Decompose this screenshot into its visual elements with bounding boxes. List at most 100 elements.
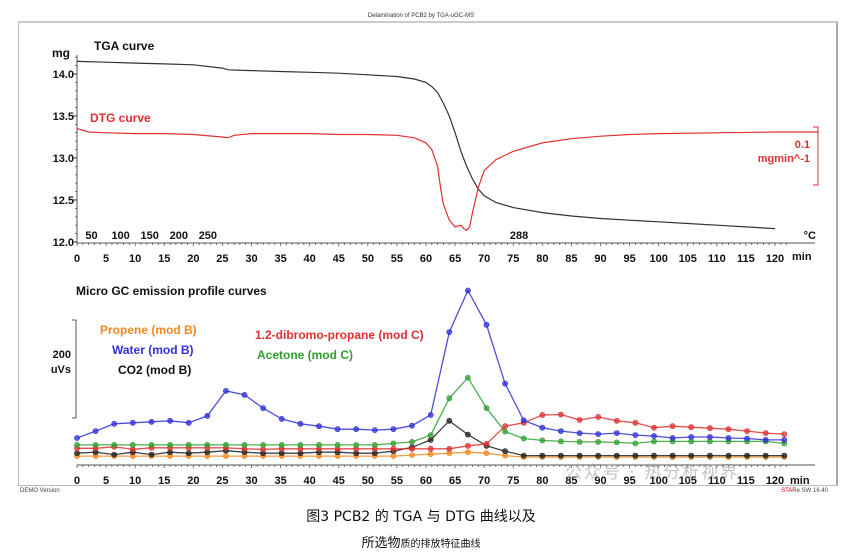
bottom-x-tick-label: 45 [333,475,345,487]
top-x-tick-label: 110 [708,253,726,265]
top-x-tick-label: 0 [74,253,80,265]
software-version: e SW 16.40 [796,488,828,494]
data-point-1-2-dibromo-propane-mod-c [446,445,453,452]
data-point-1-2-dibromo-propane-mod-c [558,411,564,418]
data-point-water-mod-b [334,426,341,433]
chart-title: Delamination of PCB2 by TGA-uGC-MS [367,13,475,19]
bottom-x-tick-label: 60 [420,475,432,487]
bottom-x-tick-label: 30 [245,475,257,487]
data-point-co2-mod-b [558,452,564,459]
data-point-co2-mod-b [762,452,769,459]
top-x-tick-label: 10 [129,253,141,265]
data-point-water-mod-b [297,420,304,427]
bottom-x-tick-label: 20 [187,475,199,487]
caption-small: 质的排放特征曲线 [400,539,481,550]
data-point-co2-mod-b [111,451,118,458]
data-point-water-mod-b [558,428,564,434]
data-point-water-mod-b [781,436,788,443]
data-point-water-mod-b [148,418,155,425]
data-point-acetone-mod-c [92,441,99,448]
figure-caption-line2: 所选物质的排放特征曲线 [0,532,842,551]
bottom-x-tick-label: 90 [594,475,606,487]
data-point-1-2-dibromo-propane-mod-c [632,419,639,426]
data-point-1-2-dibromo-propane-mod-c [707,425,713,432]
top-x-tick-label: 30 [245,253,257,265]
bottom-x-tick-label: 95 [623,475,635,487]
data-point-co2-mod-b [613,452,620,459]
data-point-1-2-dibromo-propane-mod-c [576,416,583,423]
data-point-1-2-dibromo-propane-mod-c [762,430,769,436]
data-point-acetone-mod-c [464,374,471,381]
top-x-tick-label: 75 [507,253,519,265]
top-x-tick-label: 45 [333,253,345,265]
legend-dibromopropane: 1.2-dibromo-propane (mod C) [255,328,424,342]
dtg-scale-bracket [813,126,819,186]
data-point-acetone-mod-c [576,438,583,445]
data-point-1-2-dibromo-propane-mod-c [409,445,415,452]
data-point-water-mod-b [762,436,769,443]
data-point-1-2-dibromo-propane-mod-c [651,424,657,431]
data-point-water-mod-b [427,412,434,418]
data-point-acetone-mod-c [129,441,136,448]
data-point-acetone-mod-c [371,441,378,448]
bottom-x-tick-label: 75 [507,475,519,487]
data-point-water-mod-b [167,417,173,424]
watermark: 公众号 · 热分析视界 [565,463,740,483]
data-point-water-mod-b [390,426,397,433]
micro-gc-chart: 0 5 10 15 20 25 30 35 40 45 50 55 60 65 70 75 80 85 90 95 10… [72,287,815,487]
temperature-label: 288 [510,230,528,242]
data-point-water-mod-b [632,432,639,438]
bottom-x-tick-label: 15 [158,475,170,487]
bottom-x-tick-label: 0 [74,475,80,487]
bottom-x-tick-label: 85 [565,475,577,487]
data-point-water-mod-b [539,424,546,431]
top-x-tick-label: 20 [187,253,199,265]
data-point-1-2-dibromo-propane-mod-c [744,428,750,434]
temperature-label: 250 [199,230,217,242]
data-point-co2-mod-b [502,448,508,455]
data-point-1-2-dibromo-propane-mod-c [427,445,434,452]
data-point-acetone-mod-c [278,441,285,448]
data-point-acetone-mod-c [595,438,602,445]
data-point-water-mod-b [688,434,695,440]
data-point-water-mod-b [483,321,490,328]
top-x-tick-label: 120 [766,253,784,265]
data-point-acetone-mod-c [651,438,657,445]
bottom-x-tick-label: 35 [274,475,286,487]
data-point-propene-mod-b [464,449,471,456]
data-point-1-2-dibromo-propane-mod-c [539,412,546,418]
top-x-tick-label: 85 [565,253,577,265]
data-point-co2-mod-b [688,452,695,459]
data-point-1-2-dibromo-propane-mod-c [613,417,620,424]
data-point-1-2-dibromo-propane-mod-c [390,445,397,452]
data-point-water-mod-b [669,435,676,441]
data-point-1-2-dibromo-propane-mod-c [669,423,676,430]
data-point-1-2-dibromo-propane-mod-c [781,431,788,437]
data-point-water-mod-b [409,422,415,429]
bottom-x-tick-label: 40 [304,475,316,487]
data-point-water-mod-b [353,426,360,433]
data-point-water-mod-b [74,435,80,441]
data-point-acetone-mod-c [558,438,564,445]
data-point-co2-mod-b [520,452,527,459]
plot-canvas: 12.012.513.013.514.00 5 10 15 20 25 30 35 40 45 50… [51,39,819,487]
bottom-x-tick-label: 100 [649,475,667,487]
data-point-acetone-mod-c [483,405,490,411]
top-y-tick-label: 13.0 [53,153,74,165]
temperature-label: 50 [85,230,97,242]
data-point-co2-mod-b [781,452,788,459]
bottom-x-tick-label: 120 [766,475,784,487]
data-point-water-mod-b [446,329,453,335]
top-x-tick-label: 65 [449,253,461,265]
bottom-x-tick-label: 10 [129,475,141,487]
data-point-water-mod-b [744,435,750,442]
scale-bar [72,319,77,419]
data-point-co2-mod-b [148,451,155,458]
data-point-1-2-dibromo-propane-mod-c [502,423,508,430]
data-point-acetone-mod-c [632,440,639,447]
data-point-water-mod-b [222,387,229,394]
data-point-acetone-mod-c [167,441,173,448]
data-point-acetone-mod-c [111,441,118,448]
tga-dtg-chart: 12.0 12.5 13.0 13.5 14.0 0 5 10 15 20 25 30 35 40 45 50… [53,55,819,265]
data-point-water-mod-b [241,391,248,398]
